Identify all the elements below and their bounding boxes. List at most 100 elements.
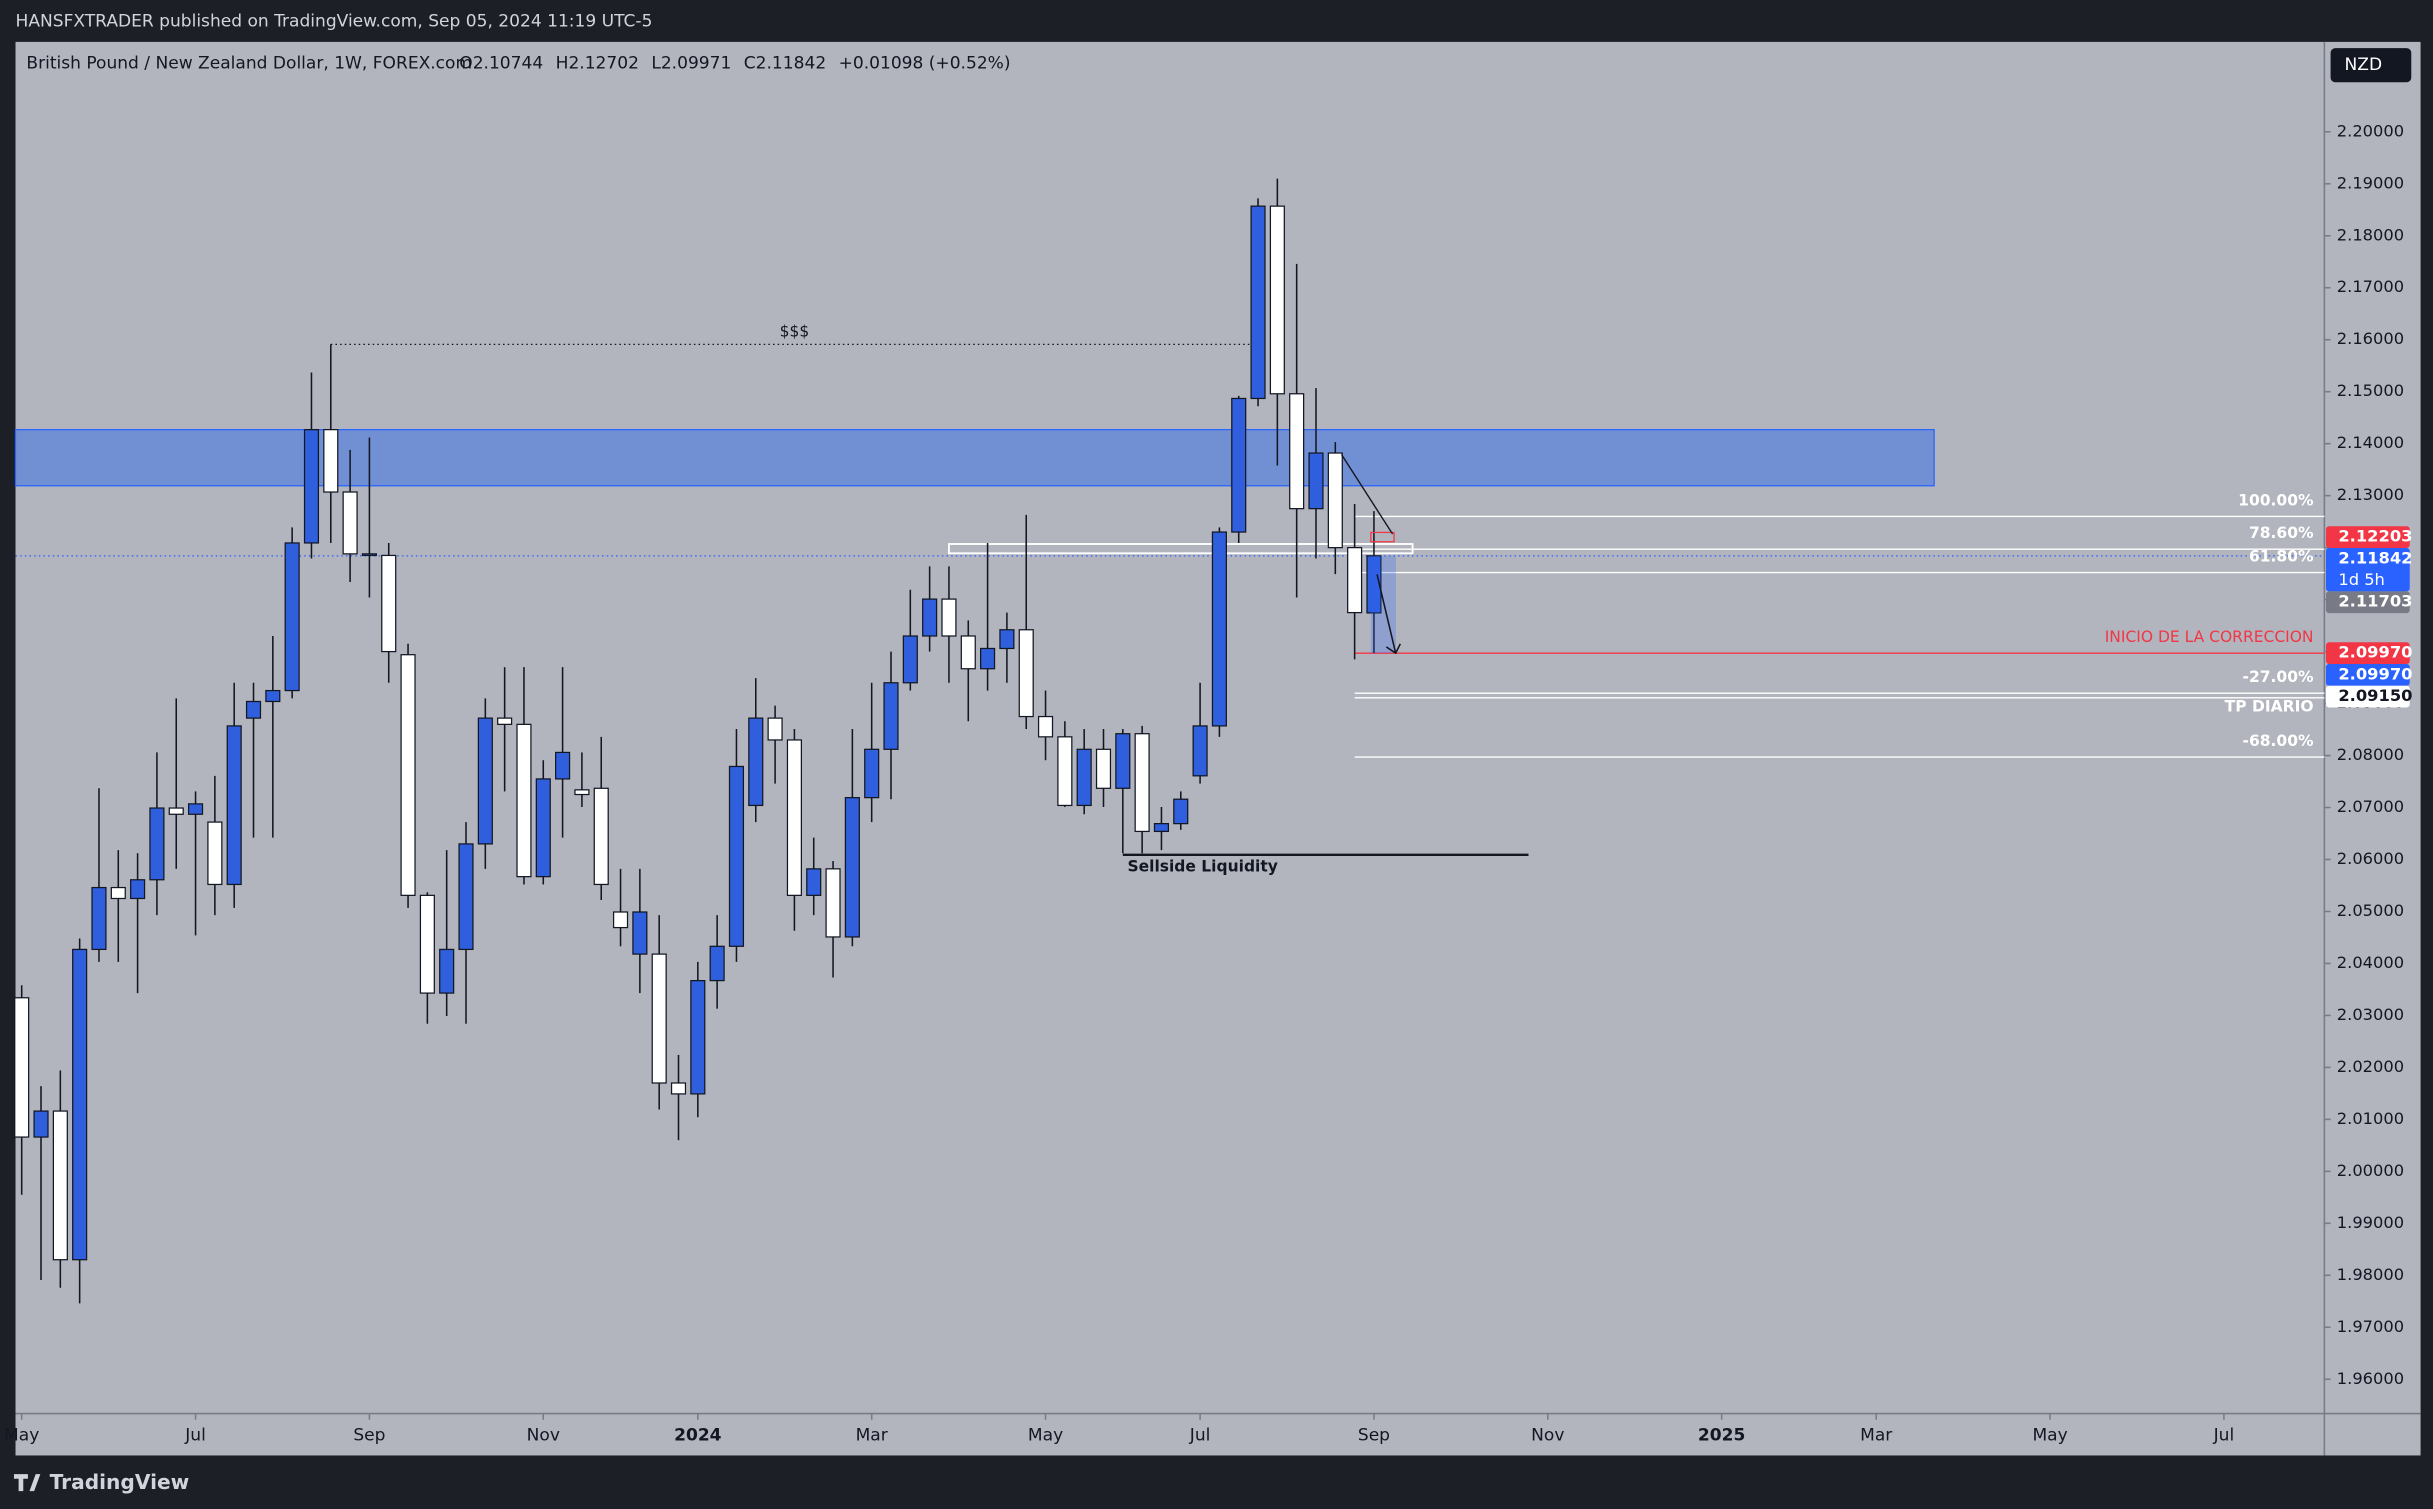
price-tag (2325, 664, 2410, 686)
candle-body (593, 787, 609, 886)
candle-body (342, 491, 358, 555)
x-tick-label: Mar (856, 1425, 889, 1445)
candle-body (1250, 205, 1266, 400)
candle-body (303, 429, 320, 544)
price-tag (2325, 685, 2410, 708)
projection-arrow (1376, 574, 1402, 655)
fib-label: 78.60% (2249, 524, 2314, 542)
candle-body (1366, 555, 1382, 614)
price-tag-label: 2.09150 (2338, 686, 2412, 705)
candle-body (1095, 748, 1112, 789)
y-tick-label: 2.03000 (2337, 1005, 2404, 1024)
candle-body (844, 797, 860, 938)
candle-body (323, 429, 339, 493)
candle-body (999, 629, 1015, 650)
brand: TradingView (50, 1470, 190, 1494)
x-tick-label: Nov (1531, 1425, 1564, 1445)
x-tick-label: Sep (1358, 1425, 1390, 1445)
candle-body (1018, 629, 1034, 718)
currency-box[interactable] (2330, 48, 2412, 83)
candle-body (1269, 205, 1285, 395)
y-tick-label: 1.96000 (2337, 1369, 2404, 1388)
fib-label: -68.00% (2243, 732, 2314, 750)
candle-body (284, 542, 300, 692)
candle-body (207, 821, 223, 886)
y-tick-label: 2.08000 (2337, 745, 2404, 764)
candle-body (91, 886, 107, 951)
candle-body (497, 717, 513, 725)
candle-body (632, 911, 648, 955)
x-tick-label: May (2032, 1425, 2067, 1445)
y-tick-label: 2.15000 (2337, 381, 2404, 400)
x-tick-label: Nov (527, 1425, 560, 1445)
candle-body (690, 979, 706, 1095)
candle-body (709, 945, 725, 982)
logo (13, 1474, 41, 1492)
price-tag (2325, 547, 2410, 592)
candle-body (651, 953, 667, 1084)
candle-body (361, 553, 377, 557)
y-tick-label: 2.20000 (2337, 121, 2404, 140)
y-tick-label: 2.07000 (2337, 797, 2404, 816)
candle-body (728, 765, 745, 947)
x-tick-label: Sep (353, 1425, 385, 1445)
candle-body (400, 654, 416, 896)
candle-body (458, 843, 474, 951)
candle-body (419, 894, 435, 994)
candle-body (806, 868, 822, 896)
candle-body (1173, 798, 1189, 825)
entry-box (1370, 531, 1395, 543)
candle-body (555, 751, 571, 780)
candle-body (980, 647, 996, 670)
candle-body (149, 807, 165, 881)
candle-body (574, 789, 590, 796)
candle-body (786, 739, 802, 896)
candle-body (1327, 452, 1343, 549)
candle-body (1115, 733, 1131, 789)
y-tick-label: 2.16000 (2337, 329, 2404, 348)
currency: NZD (2345, 55, 2383, 75)
candle-body (883, 682, 899, 750)
candle-body (381, 554, 397, 653)
candle-body (72, 948, 88, 1261)
fib-label: 100.00% (2238, 491, 2314, 509)
candle-body (1308, 452, 1324, 510)
y-tick-label: 1.98000 (2337, 1265, 2404, 1284)
fib-label: 61.80% (2249, 548, 2314, 566)
candle-body (922, 598, 938, 637)
ohlc-value: H2.12702 (556, 54, 639, 74)
liquidity-label: $$$ (780, 322, 810, 340)
plot: $$$ Sellside Liquidity 100.00% 78.60% 61.80%… (14, 178, 2325, 1304)
y-tick-label: 2.17000 (2337, 277, 2404, 296)
fib-label: TP DIARIO (2225, 698, 2314, 716)
y-tick-label: 1.99000 (2337, 1213, 2404, 1232)
candle-body (535, 778, 551, 878)
candle-body (1153, 823, 1170, 833)
price-tag-countdown: 1d 5h (2338, 570, 2385, 589)
candle-body (902, 635, 918, 684)
candle-body (960, 635, 976, 670)
y-tick-label: 2.19000 (2337, 173, 2404, 192)
candle-body (168, 807, 184, 815)
x-tick-label: 2024 (674, 1425, 722, 1445)
candle-body (33, 1110, 49, 1138)
y-tick-label: 2.14000 (2337, 433, 2404, 452)
fib-label: -27.00% (2243, 668, 2314, 686)
y-tick-label: 2.13000 (2337, 485, 2404, 504)
candle-body (1211, 531, 1227, 727)
ohlc-value: L2.09971 (651, 54, 731, 74)
y-tick-label: 2.06000 (2337, 849, 2404, 868)
candle-body (516, 723, 532, 878)
symbol-title: British Pound / New Zealand Dollar, 1W, … (26, 54, 472, 74)
candle-body (1057, 736, 1073, 807)
ohlc-value: +0.01098 (+0.52%) (839, 54, 1011, 74)
price-tag-label: 2.11842 (2338, 548, 2412, 567)
candle-body (1347, 547, 1363, 614)
candle-body (187, 803, 204, 815)
candle-body (265, 689, 281, 703)
candle-body (1037, 715, 1054, 738)
candle-body (1134, 733, 1150, 833)
x-tick-label: Mar (1860, 1425, 1893, 1445)
candle-body (767, 717, 783, 741)
